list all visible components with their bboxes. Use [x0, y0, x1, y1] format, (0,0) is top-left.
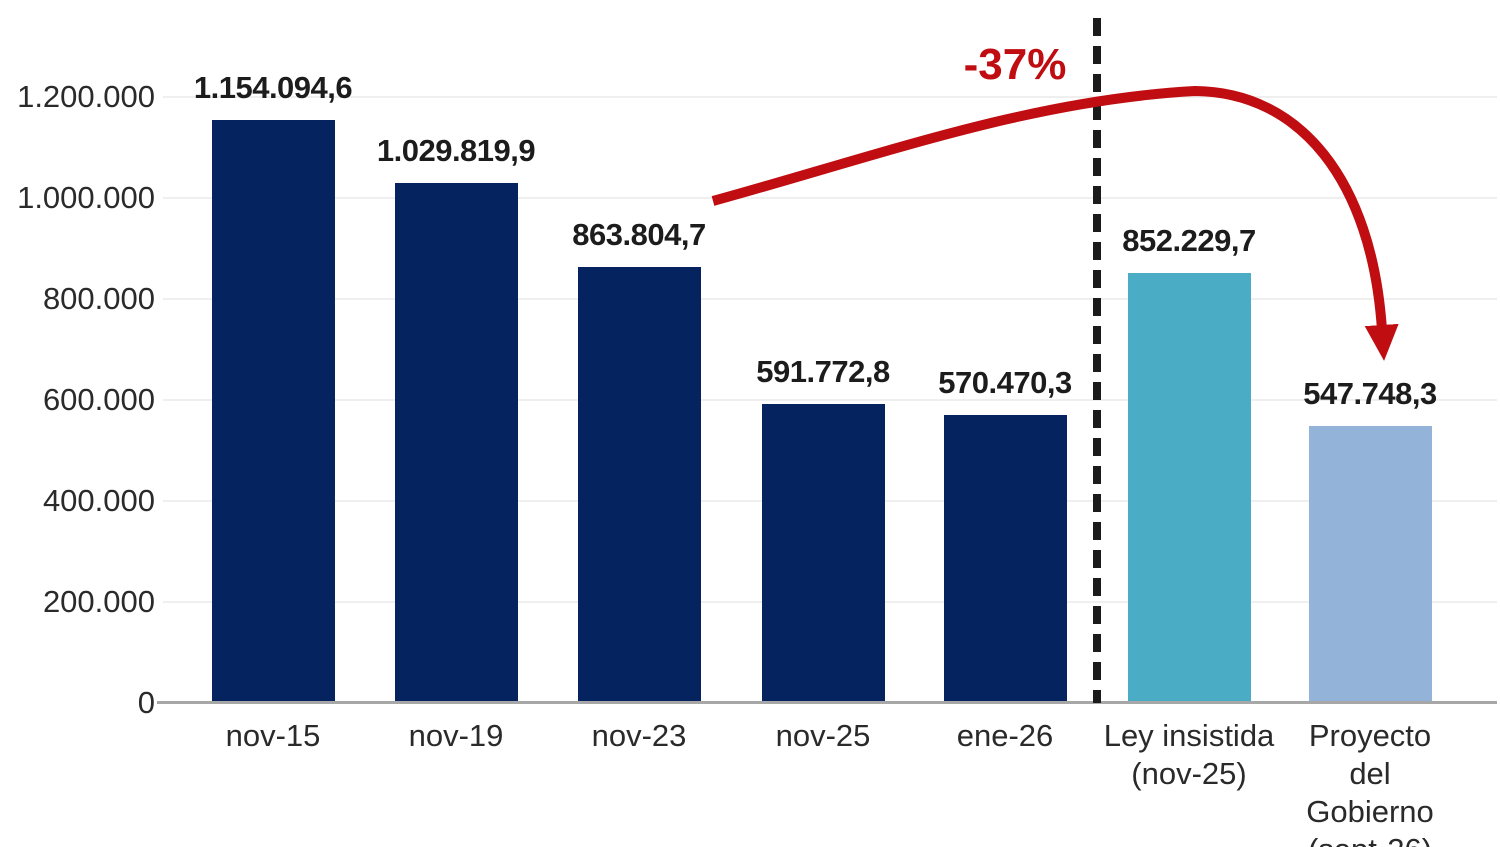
- bar-value-label: 1.029.819,9: [376, 132, 536, 168]
- gridline: [163, 298, 1497, 300]
- bar: [1308, 426, 1432, 703]
- x-axis-category-label: ene-26: [956, 718, 1054, 753]
- y-axis-tick-label: 200.000: [42, 584, 155, 619]
- bar: [1127, 272, 1251, 703]
- gridline: [163, 197, 1497, 199]
- bar-value-label: 1.154.094,6: [193, 70, 353, 106]
- bar-value-label: 863.804,7: [572, 216, 706, 252]
- bar-value-label: 852.229,7: [1122, 222, 1256, 258]
- bar: [394, 182, 518, 703]
- y-axis-tick-label: 1.000.000: [17, 180, 155, 215]
- bar: [943, 414, 1067, 703]
- bar-value-label: 570.470,3: [938, 364, 1072, 400]
- x-axis-category-label: Ley insistida (nov-25): [1103, 718, 1275, 791]
- y-axis-tick-label: 600.000: [42, 382, 155, 417]
- y-axis-tick-label: 800.000: [42, 281, 155, 316]
- y-axis-tick-label: 0: [137, 685, 155, 720]
- x-axis-line: [157, 701, 1497, 704]
- bar: [211, 120, 335, 703]
- separator-dashed-line: [1093, 18, 1101, 703]
- bar: [577, 266, 701, 703]
- bar-value-label: 547.748,3: [1303, 376, 1437, 412]
- bar: [761, 404, 885, 703]
- bar-value-label: 591.772,8: [756, 354, 890, 390]
- x-axis-category-label: nov-19: [408, 718, 504, 753]
- gridline: [163, 96, 1497, 98]
- y-axis-tick-label: 400.000: [42, 483, 155, 518]
- y-axis-tick-label: 1.200.000: [17, 79, 155, 114]
- x-axis-category-label: nov-25: [775, 718, 871, 753]
- x-axis-category-label: nov-23: [591, 718, 687, 753]
- arrow-curve: [711, 85, 1399, 361]
- x-axis-category-label: Proyecto del Gobierno (sept-26): [1306, 718, 1434, 847]
- x-axis-category-label: nov-15: [225, 718, 321, 753]
- percent-change-annotation: -37%: [963, 40, 1067, 89]
- gridline: [163, 399, 1497, 401]
